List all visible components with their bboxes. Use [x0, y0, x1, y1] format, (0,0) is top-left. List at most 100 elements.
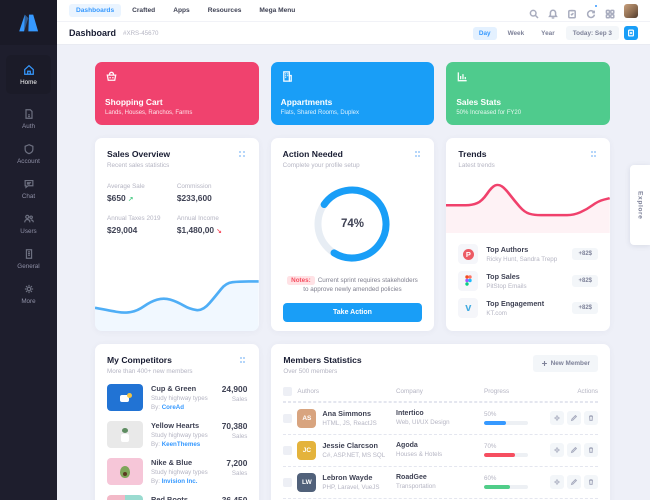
- product-thumbnail: [107, 457, 143, 485]
- menu-resources[interactable]: Resources: [207, 7, 242, 14]
- card-title: Trends: [458, 149, 487, 159]
- vendor-link[interactable]: CoreAd: [161, 403, 185, 411]
- card-subtitle: Over 500 members: [283, 367, 338, 375]
- main-content: Shopping Cart Lands, Houses, Ranchos, Fa…: [57, 45, 650, 500]
- amount-badge: +82$: [572, 275, 598, 287]
- list-item: v Top Engagement KT.com +82$: [458, 298, 598, 318]
- list-item: Cup & Green Study highway types By: Core…: [107, 383, 248, 411]
- top-navbar: Dashboards Crafted Apps Resources Mega M…: [57, 0, 650, 22]
- settings-button[interactable]: [550, 411, 564, 425]
- edit-button[interactable]: [567, 443, 581, 457]
- cart-icon: [106, 71, 117, 81]
- plus-file-icon: [628, 29, 634, 37]
- sidebar-item-general[interactable]: General: [5, 242, 52, 275]
- user-avatar[interactable]: [624, 3, 638, 18]
- sidebar-item-home[interactable]: Home: [6, 55, 51, 94]
- edit-button[interactable]: [567, 475, 581, 489]
- select-all-checkbox[interactable]: [283, 386, 293, 396]
- add-event-button[interactable]: [624, 26, 638, 40]
- menu-dashboards[interactable]: Dashboards: [69, 4, 122, 17]
- menu-mega-menu[interactable]: Mega Menu: [259, 7, 296, 14]
- pencil-icon: [570, 446, 578, 454]
- delete-button[interactable]: [584, 443, 598, 457]
- pencil-icon: [570, 414, 578, 422]
- sidebar-item-chat[interactable]: Chat: [5, 172, 52, 205]
- shopping-cart-card[interactable]: Shopping Cart Lands, Houses, Ranchos, Fa…: [95, 62, 259, 125]
- notes-text: Notes: Current sprint requires stakeholde…: [271, 275, 435, 296]
- refresh-icon[interactable]: [586, 4, 597, 18]
- card-title: My Competitors: [107, 355, 172, 365]
- gear-icon: [554, 479, 560, 485]
- sidebar-item-label: General: [17, 263, 40, 270]
- tasks-clipboard-icon[interactable]: [567, 6, 577, 19]
- sales-value: 24,900: [221, 383, 248, 394]
- app-logo[interactable]: [0, 0, 57, 45]
- edit-button[interactable]: [567, 411, 581, 425]
- range-week-button[interactable]: Week: [507, 29, 525, 37]
- bell-icon[interactable]: [548, 6, 558, 19]
- product-thumbnail: [107, 420, 143, 448]
- avatar: AS: [297, 408, 317, 428]
- card-title: Shopping Cart: [105, 97, 163, 107]
- sidebar-item-auth[interactable]: Auth: [5, 102, 52, 135]
- sales-stats-card[interactable]: Sales Stats 50% Increased for FY20: [446, 62, 610, 125]
- menu-apps[interactable]: Apps: [173, 7, 190, 14]
- sidebar-item-label: Auth: [22, 123, 35, 130]
- list-item: P Top Authors Ricky Hunt, Sandra Trepp +…: [458, 244, 598, 264]
- apps-grid-icon[interactable]: [605, 6, 615, 19]
- main-menu: Dashboards Crafted Apps Resources Mega M…: [69, 4, 302, 17]
- stat-annual-income: Annual Income $1,480,00 ↘: [176, 214, 222, 235]
- card-menu-button[interactable]: [589, 149, 599, 159]
- sidebar-item-account[interactable]: Account: [5, 137, 52, 170]
- trends-card: Trends Latest trends P Top Authors Ricky…: [446, 138, 610, 331]
- card-title: Action Needed: [282, 149, 343, 159]
- tables-row: My Competitors More than 400+ new member…: [95, 344, 610, 500]
- search-icon[interactable]: [529, 6, 539, 19]
- vendor-link[interactable]: KeenThemes: [161, 440, 201, 448]
- card-subtitle: Complete your profile setup: [282, 161, 360, 169]
- sidebar-item-users[interactable]: Users: [5, 207, 52, 240]
- row-checkbox[interactable]: [283, 413, 293, 423]
- subheader: Dashboard #XRS-45670 Day Week Year Today…: [57, 22, 650, 45]
- stat-commission: Commission $233,600: [176, 182, 212, 203]
- trends-line-chart: [446, 183, 610, 233]
- table-row: LW Lebron Wayde PHP, Laravel, VueJS RoadG…: [283, 465, 598, 498]
- shield-icon: [24, 144, 33, 155]
- card-title: Sales Stats: [456, 97, 502, 107]
- competitors-list: Cup & Green Study highway types By: Core…: [95, 375, 259, 500]
- today-date-button[interactable]: Today: Sep 3: [565, 26, 619, 40]
- card-menu-button[interactable]: [413, 149, 423, 159]
- gear-icon: [554, 447, 560, 453]
- delete-button[interactable]: [584, 411, 598, 425]
- sales-line-chart: [95, 280, 259, 331]
- page-title: Dashboard: [69, 28, 117, 38]
- card-menu-button[interactable]: [238, 355, 248, 365]
- auth-file-icon: [24, 109, 33, 119]
- row-checkbox[interactable]: [283, 445, 293, 455]
- range-day-button[interactable]: Day: [472, 26, 497, 40]
- row-checkbox[interactable]: [283, 477, 293, 487]
- take-action-button[interactable]: Take Action: [282, 303, 423, 322]
- range-year-button[interactable]: Year: [541, 29, 555, 37]
- list-item: Yellow Hearts Study highway types By: Ke…: [107, 420, 248, 448]
- sales-value: 70,380: [221, 420, 248, 431]
- gear-icon: [24, 284, 33, 294]
- settings-button[interactable]: [550, 475, 564, 489]
- new-member-button[interactable]: New Member: [532, 355, 598, 372]
- appartments-card[interactable]: Appartments Flats, Shared Rooms, Duplex: [270, 62, 435, 125]
- explore-button[interactable]: Explore: [630, 165, 650, 245]
- gear-icon: [554, 415, 560, 421]
- sales-overview-card: Sales Overview Recent sales statistics A…: [95, 138, 259, 331]
- chat-bubble-icon: [24, 179, 33, 189]
- document-icon: [25, 249, 32, 259]
- action-needed-card: Action Needed Complete your profile setu…: [270, 138, 435, 331]
- menu-crafted[interactable]: Crafted: [132, 7, 156, 14]
- sales-overview-stats: Average Sale $650 ↗ Commission $233,600 …: [95, 169, 259, 235]
- amount-badge: +82$: [572, 248, 598, 260]
- sidebar-item-more[interactable]: More: [5, 277, 52, 310]
- delete-button[interactable]: [584, 475, 598, 489]
- card-menu-button[interactable]: [237, 149, 247, 159]
- vendor-link[interactable]: Invision Inc.: [161, 477, 198, 485]
- sidebar-item-label: Users: [20, 228, 37, 235]
- settings-button[interactable]: [550, 443, 564, 457]
